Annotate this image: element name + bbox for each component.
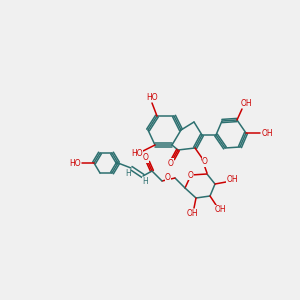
Text: OH: OH: [261, 128, 273, 137]
Text: O: O: [188, 170, 194, 179]
Text: HO: HO: [69, 158, 81, 167]
Text: H: H: [142, 178, 148, 187]
Text: O: O: [168, 158, 174, 167]
Text: OH: OH: [240, 98, 252, 107]
Text: O: O: [202, 158, 208, 166]
Text: H: H: [125, 169, 131, 178]
Text: HO: HO: [131, 148, 143, 158]
Text: O: O: [165, 173, 171, 182]
Text: OH: OH: [214, 206, 226, 214]
Text: OH: OH: [186, 209, 198, 218]
Text: HO: HO: [146, 92, 158, 101]
Text: O: O: [143, 154, 149, 163]
Text: OH: OH: [226, 176, 238, 184]
